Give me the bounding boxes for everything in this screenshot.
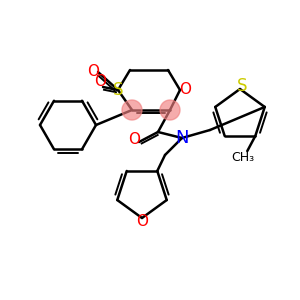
Text: O: O [94,74,106,88]
Text: O: O [136,214,148,230]
Text: CH₃: CH₃ [232,151,255,164]
Text: S: S [113,81,123,99]
Text: S: S [237,77,247,95]
Circle shape [160,100,180,120]
Text: O: O [179,82,191,98]
Text: O: O [87,64,99,80]
Text: O: O [128,133,140,148]
Text: N: N [175,129,189,147]
Circle shape [122,100,142,120]
